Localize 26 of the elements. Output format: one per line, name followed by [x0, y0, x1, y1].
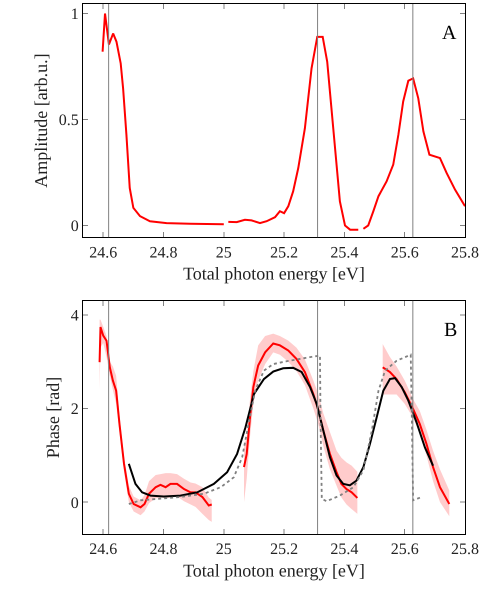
x-tick-label: 24.6 [89, 244, 118, 262]
x-tick-label: 25 [216, 541, 232, 558]
y-tick-label: 1 [70, 6, 79, 24]
annotation: B [444, 319, 458, 341]
x-tick-label: 24.6 [89, 541, 118, 558]
x-tick-label: 24.8 [150, 541, 178, 558]
y-tick-label: 0 [70, 494, 79, 512]
annotation: A [442, 22, 457, 44]
x-tick-label: 25.2 [270, 541, 298, 558]
x-tick-label: 25.6 [390, 541, 419, 558]
x-tick-label: 25.2 [270, 244, 298, 262]
y-tick-label: 4 [70, 308, 79, 325]
x-axis-title: Total photon energy [eV] [183, 263, 365, 284]
y-tick-label: 0 [70, 218, 79, 236]
x-tick-label: 24.8 [150, 244, 178, 262]
x-tick-label: 25.6 [390, 244, 419, 262]
x-axis-title: Total photon energy [eV] [183, 560, 365, 580]
y-axis-title: Amplitude [arb.u.] [31, 53, 51, 188]
x-tick-label: 25.8 [451, 541, 479, 558]
x-tick-label: 25.4 [330, 244, 358, 262]
x-tick-label: 25.8 [451, 244, 479, 262]
x-tick-label: 25.4 [330, 541, 358, 558]
x-tick-label: 25 [216, 244, 232, 262]
y-tick-label: 0.5 [58, 112, 79, 130]
y-tick-label: 2 [70, 401, 79, 418]
y-axis-title: Phase [rad] [43, 376, 63, 458]
